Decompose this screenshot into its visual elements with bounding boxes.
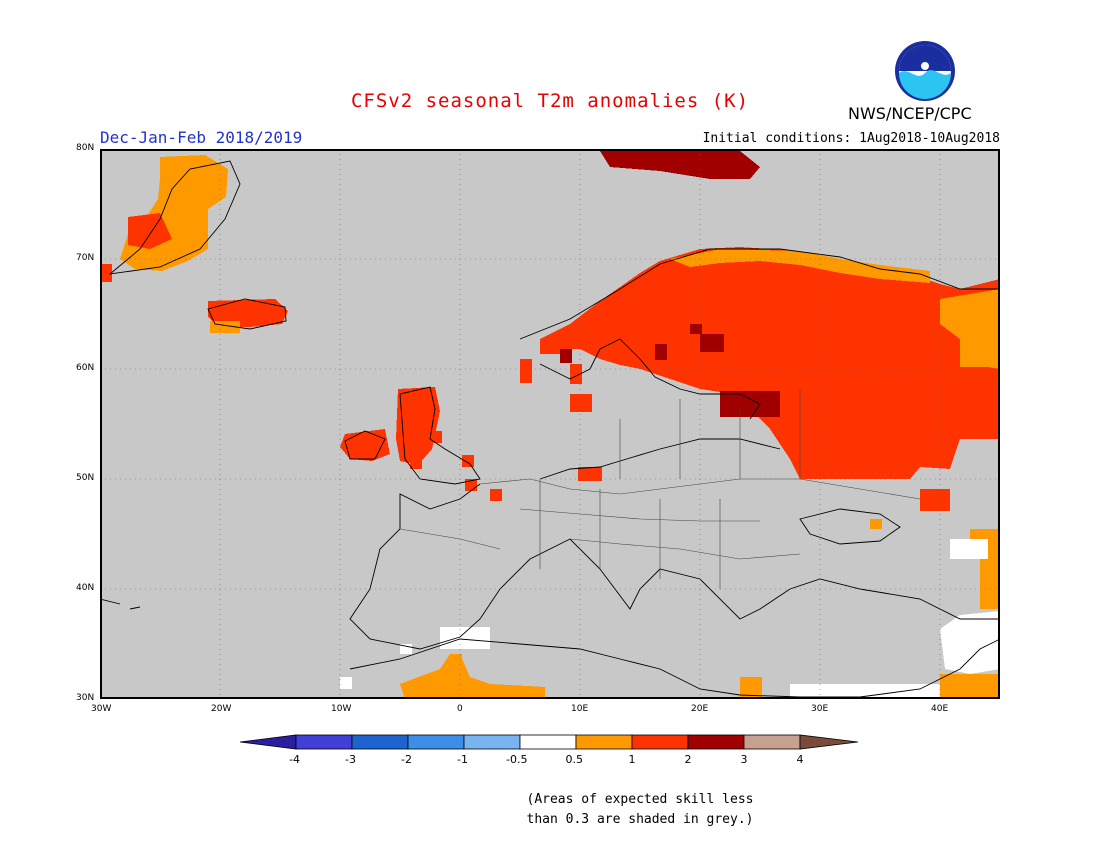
lat-label: 70N [76, 253, 95, 263]
footnote-line-2: than 0.3 are shaded in grey.) [526, 812, 754, 827]
colorbar-tick-label: -2 [401, 753, 412, 766]
temperature-anomaly-map [100, 149, 1000, 699]
colorbar-tick-label: -4 [289, 753, 300, 766]
forecast-period: Dec-Jan-Feb 2018/2019 [100, 128, 303, 147]
colorbar-swatch [463, 734, 521, 750]
lat-label: 40N [76, 583, 95, 593]
colorbar-tick-label: 0.5 [565, 753, 584, 766]
initial-conditions: Initial conditions: 1Aug2018-10Aug2018 [702, 131, 1000, 146]
colorbar-tick-label: -1 [457, 753, 468, 766]
lon-label: 0 [457, 704, 463, 714]
footnote-line-1: (Areas of expected skill less [526, 792, 754, 807]
map-title: CFSv2 seasonal T2m anomalies (K) [350, 90, 750, 112]
colorbar-tick-label: -3 [345, 753, 356, 766]
lon-label: 10W [331, 704, 352, 714]
colorbar-swatch [351, 734, 409, 750]
colorbar [239, 734, 859, 750]
map-frame [100, 149, 1000, 699]
lat-label: 50N [76, 473, 95, 483]
colorbar-swatch [519, 734, 577, 750]
colorbar-arrow-right [799, 734, 859, 750]
lon-label: 20E [691, 704, 709, 714]
colorbar-swatch [631, 734, 689, 750]
anomaly-shading [100, 151, 1000, 699]
colorbar-tick-label: 1 [628, 753, 636, 766]
colorbar-tick-label: 2 [684, 753, 692, 766]
lon-label: 30E [811, 704, 829, 714]
lat-label: 60N [76, 363, 95, 373]
colorbar-tick-label: 3 [740, 753, 748, 766]
graticule [100, 149, 1000, 699]
lon-label: 40E [931, 704, 949, 714]
colorbar-swatch [575, 734, 633, 750]
colorbar-tick-label: -0.5 [506, 753, 528, 766]
lon-label: 30W [91, 704, 112, 714]
colorbar-tick-label: 4 [796, 753, 804, 766]
lat-label: 30N [76, 693, 95, 703]
lon-label: 20W [211, 704, 232, 714]
country-borders [399, 389, 921, 589]
agency-label: NWS/NCEP/CPC [848, 104, 972, 123]
colorbar-arrow-left [239, 734, 297, 750]
noaa-logo [895, 41, 955, 101]
lat-label: 80N [76, 143, 95, 153]
lon-label: 10E [571, 704, 589, 714]
colorbar-swatch [295, 734, 353, 750]
colorbar-swatch [687, 734, 745, 750]
colorbar-swatch [407, 734, 465, 750]
colorbar-swatch [743, 734, 801, 750]
coastlines [100, 160, 1000, 698]
